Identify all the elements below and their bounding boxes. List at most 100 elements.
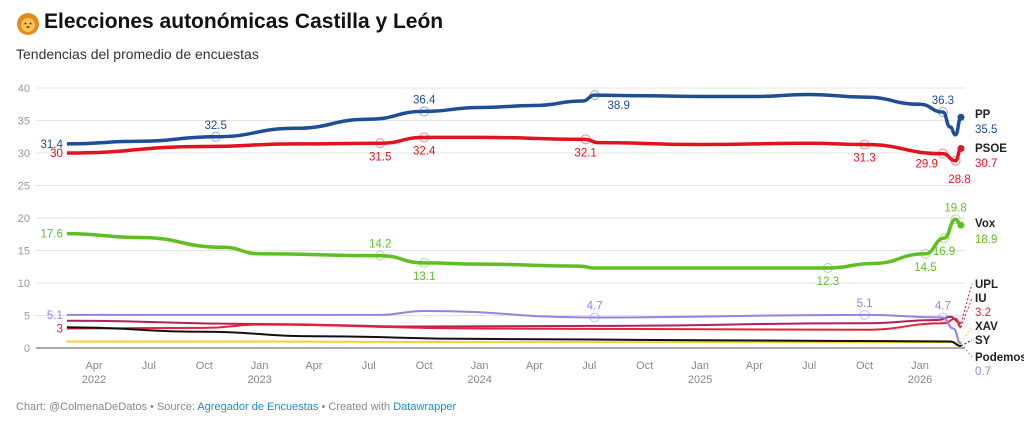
x-tick-year: 2022 <box>82 374 106 386</box>
x-tick-label: Apr <box>746 360 763 372</box>
data-label: 32.4 <box>413 145 436 157</box>
footer-prefix: Chart: @ColmenaDeDatos • Source: <box>16 401 198 413</box>
annotation-marker <box>419 132 430 143</box>
annotation-marker <box>822 263 833 274</box>
series-name-label: IU <box>975 293 987 305</box>
annotation-marker <box>950 214 961 225</box>
data-label: 32.5 <box>205 120 227 132</box>
data-label: 4.7 <box>935 300 951 312</box>
x-tick-label: Oct <box>416 360 433 372</box>
chart-subtitle: Tendencias del promedio de encuestas <box>16 46 259 62</box>
y-tick-label: 5 <box>24 311 30 323</box>
annotation-marker <box>580 134 591 145</box>
data-label: 17.6 <box>40 229 62 241</box>
x-tick-label: Jan <box>251 360 269 372</box>
data-label: 16.9 <box>933 246 955 258</box>
end-point-psoe <box>957 144 965 152</box>
annotation-marker <box>939 233 950 244</box>
y-tick-label: 35 <box>18 116 30 128</box>
data-label: 29.9 <box>916 159 938 171</box>
data-label: 38.9 <box>607 100 629 112</box>
leader-line <box>960 339 973 347</box>
annotation-marker <box>419 106 430 117</box>
lion-logo-icon <box>17 13 39 35</box>
annotation-marker <box>589 90 600 101</box>
series-line-iu <box>66 317 962 331</box>
x-tick-label: Jul <box>582 360 596 372</box>
annotation-marker <box>950 155 961 166</box>
data-label: 31.5 <box>369 151 391 163</box>
source-link[interactable]: Agregador de Encuestas <box>197 401 319 413</box>
series-name-label: XAV <box>975 321 998 333</box>
data-label: 5.1 <box>47 310 63 322</box>
data-label: 36.3 <box>932 95 954 107</box>
leader-line <box>960 325 973 344</box>
annotation-marker <box>589 312 600 323</box>
series-name-label: PSOE <box>975 143 1007 155</box>
end-value-label: 18.9 <box>975 234 997 246</box>
series-name-label: SY <box>975 335 991 347</box>
x-tick-label: Jul <box>142 360 156 372</box>
annotation-marker <box>937 148 948 159</box>
data-label: 36.4 <box>413 94 436 106</box>
annotation-marker <box>859 139 870 150</box>
x-tick-label: Oct <box>856 360 873 372</box>
data-label: 14.5 <box>914 262 936 274</box>
y-tick-label: 20 <box>18 213 30 225</box>
y-tick-label: 30 <box>18 148 30 160</box>
series-line-psoe <box>66 135 962 163</box>
x-tick-label: Jan <box>911 360 929 372</box>
series-name-label: Podemos <box>975 352 1024 364</box>
y-tick-label: 10 <box>18 278 30 290</box>
series-name-label: PP <box>975 109 991 121</box>
series-name-label: Vox <box>975 218 996 230</box>
x-tick-year: 2026 <box>908 374 932 386</box>
data-label: 31.4 <box>40 139 63 151</box>
x-tick-label: Oct <box>636 360 653 372</box>
x-tick-year: 2023 <box>247 374 271 386</box>
annotation-marker <box>937 107 948 118</box>
footer-mid: • Created with <box>318 401 394 413</box>
series-line-upl <box>66 315 962 328</box>
data-label: 4.7 <box>587 300 603 312</box>
data-label: 5.1 <box>857 298 873 310</box>
annotation-marker <box>920 248 931 259</box>
data-label: 14.2 <box>369 239 391 251</box>
x-tick-label: Apr <box>305 360 322 372</box>
x-tick-label: Apr <box>85 360 102 372</box>
end-point-vox <box>957 221 965 229</box>
end-value-label: 0.7 <box>975 366 991 378</box>
annotation-marker <box>419 257 430 268</box>
y-tick-label: 25 <box>18 181 30 193</box>
series-line-vox <box>66 217 962 270</box>
data-label: 12.3 <box>817 276 839 288</box>
footer: Chart: @ColmenaDeDatos • Source: Agregad… <box>16 401 456 413</box>
x-tick-label: Apr <box>526 360 543 372</box>
data-label: 13.1 <box>413 271 435 283</box>
annotation-marker <box>375 138 386 149</box>
series-line-sy <box>66 326 962 348</box>
end-value-label: 35.5 <box>975 124 997 136</box>
y-tick-label: 15 <box>18 246 30 258</box>
end-point-pp <box>957 113 965 121</box>
leader-line <box>960 343 973 358</box>
annotation-marker <box>937 312 948 323</box>
annotation-marker <box>859 309 870 320</box>
datawrapper-link[interactable]: Datawrapper <box>393 401 457 413</box>
x-tick-label: Jul <box>362 360 376 372</box>
data-label: 32.1 <box>574 147 596 159</box>
y-tick-label: 0 <box>24 343 30 355</box>
y-tick-label: 40 <box>18 83 30 95</box>
data-label: 30 <box>50 148 63 160</box>
leader-line <box>960 283 973 324</box>
annotation-marker <box>210 131 221 142</box>
data-label: 19.8 <box>944 202 966 214</box>
x-tick-year: 2024 <box>467 374 491 386</box>
x-tick-label: Oct <box>196 360 213 372</box>
data-label: 3 <box>56 324 62 336</box>
chart-title: Elecciones autonómicas Castilla y León <box>44 10 444 33</box>
end-value-label: 3.2 <box>975 307 991 319</box>
series-line-podemos <box>66 309 962 345</box>
end-value-label: 30.7 <box>975 158 997 170</box>
